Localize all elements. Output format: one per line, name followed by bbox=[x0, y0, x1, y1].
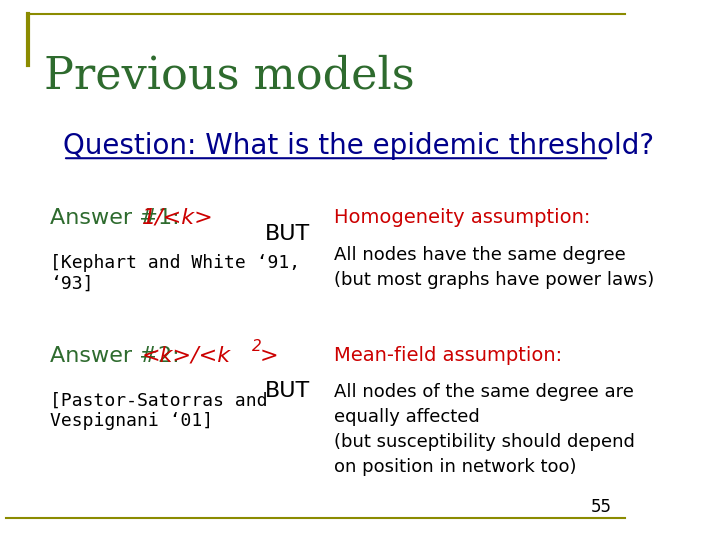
Text: 55: 55 bbox=[591, 498, 612, 516]
Text: Previous models: Previous models bbox=[44, 54, 415, 97]
Text: Homogeneity assumption:: Homogeneity assumption: bbox=[335, 208, 591, 227]
Text: BUT: BUT bbox=[265, 381, 310, 401]
Text: 1/<k>: 1/<k> bbox=[142, 208, 214, 228]
Text: All nodes have the same degree
(but most graphs have power laws): All nodes have the same degree (but most… bbox=[335, 246, 654, 289]
Text: Answer #2:: Answer #2: bbox=[50, 346, 187, 366]
Text: All nodes of the same degree are
equally affected
(but susceptibility should dep: All nodes of the same degree are equally… bbox=[335, 383, 635, 476]
Text: Question: What is the epidemic threshold?: Question: What is the epidemic threshold… bbox=[63, 132, 654, 160]
Text: [Kephart and White ‘91,
‘93]: [Kephart and White ‘91, ‘93] bbox=[50, 254, 301, 293]
Text: 2: 2 bbox=[253, 339, 262, 354]
Text: BUT: BUT bbox=[265, 224, 310, 244]
Text: Answer #1:: Answer #1: bbox=[50, 208, 187, 228]
Text: <k>/<k: <k>/<k bbox=[142, 346, 231, 366]
Text: Mean-field assumption:: Mean-field assumption: bbox=[335, 346, 562, 365]
Text: >: > bbox=[260, 346, 279, 366]
Text: [Pastor-Satorras and
Vespignani ‘01]: [Pastor-Satorras and Vespignani ‘01] bbox=[50, 392, 268, 430]
